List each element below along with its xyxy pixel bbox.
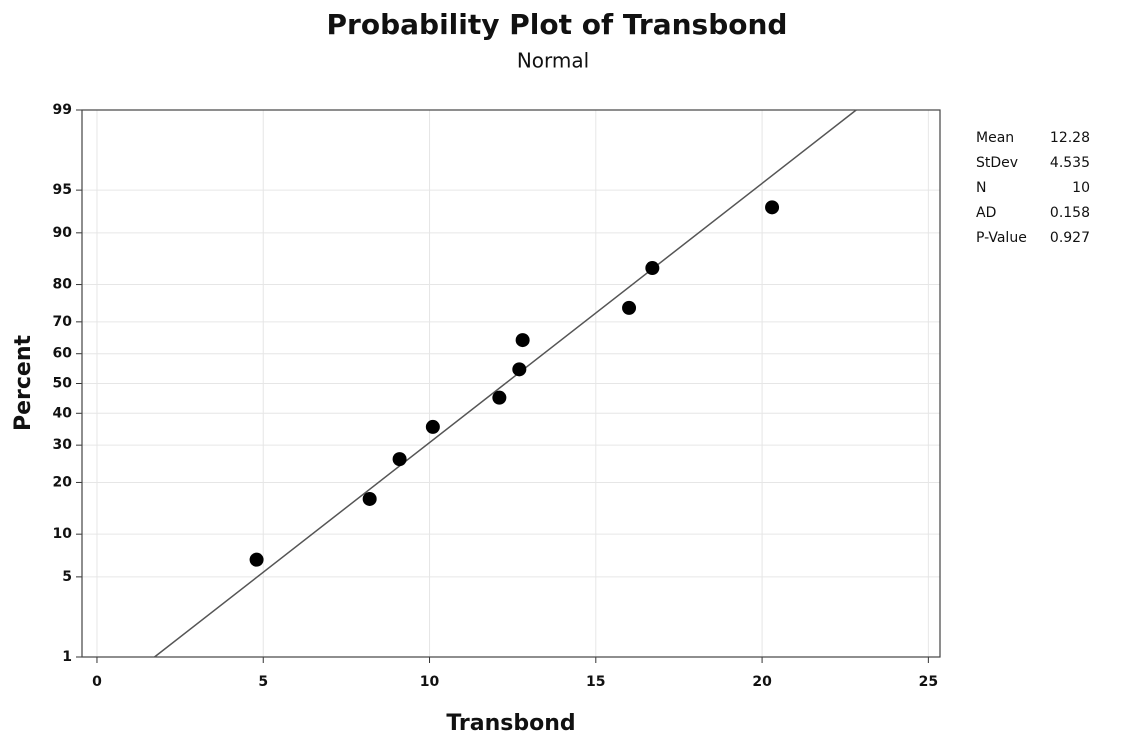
data-point [512, 362, 527, 377]
stat-label: N [976, 180, 986, 196]
stat-label: Mean [976, 130, 1014, 146]
data-point [362, 491, 377, 506]
y-tick-label: 20 [53, 474, 73, 490]
stat-value: 4.535 [1050, 155, 1090, 171]
y-tick-label: 80 [53, 277, 73, 293]
x-tick-label: 10 [420, 674, 440, 690]
stat-label: StDev [976, 155, 1018, 171]
data-point [765, 200, 780, 215]
x-tick-label: 0 [92, 674, 102, 690]
stat-label: P-Value [976, 230, 1027, 246]
stat-label: AD [976, 205, 996, 221]
data-point [492, 390, 507, 405]
x-tick-label: 25 [919, 674, 938, 690]
y-tick-label: 1 [62, 649, 72, 665]
x-tick-label: 15 [586, 674, 605, 690]
data-point [645, 261, 660, 276]
y-tick-label: 50 [53, 376, 73, 392]
y-tick-label: 5 [62, 569, 72, 585]
fit-line [154, 109, 857, 658]
x-tick-label: 20 [752, 674, 772, 690]
y-tick-label: 70 [53, 314, 73, 330]
chart-subtitle: Normal [517, 49, 589, 73]
stat-value: 0.158 [1050, 205, 1090, 221]
data-point [622, 300, 637, 315]
stat-value: 12.28 [1050, 130, 1090, 146]
stat-value: 10 [1072, 180, 1090, 196]
y-axis-label: Percent [11, 335, 36, 432]
y-tick-label: 60 [53, 346, 73, 362]
y-tick-label: 99 [53, 102, 72, 118]
x-axis-label: Transbond [446, 711, 575, 736]
plot-frame [81, 109, 941, 658]
data-point [249, 552, 264, 567]
y-tick-label: 90 [53, 225, 73, 241]
y-tick-label: 10 [53, 526, 73, 542]
data-point [392, 452, 407, 467]
x-tick-label: 5 [258, 674, 268, 690]
chart-title: Probability Plot of Transbond [327, 8, 788, 41]
data-point [515, 333, 530, 348]
y-tick-label: 40 [53, 405, 73, 421]
y-tick-label: 95 [53, 182, 72, 198]
stat-value: 0.927 [1050, 230, 1090, 246]
data-point [425, 419, 440, 434]
y-tick-label: 30 [53, 437, 73, 453]
